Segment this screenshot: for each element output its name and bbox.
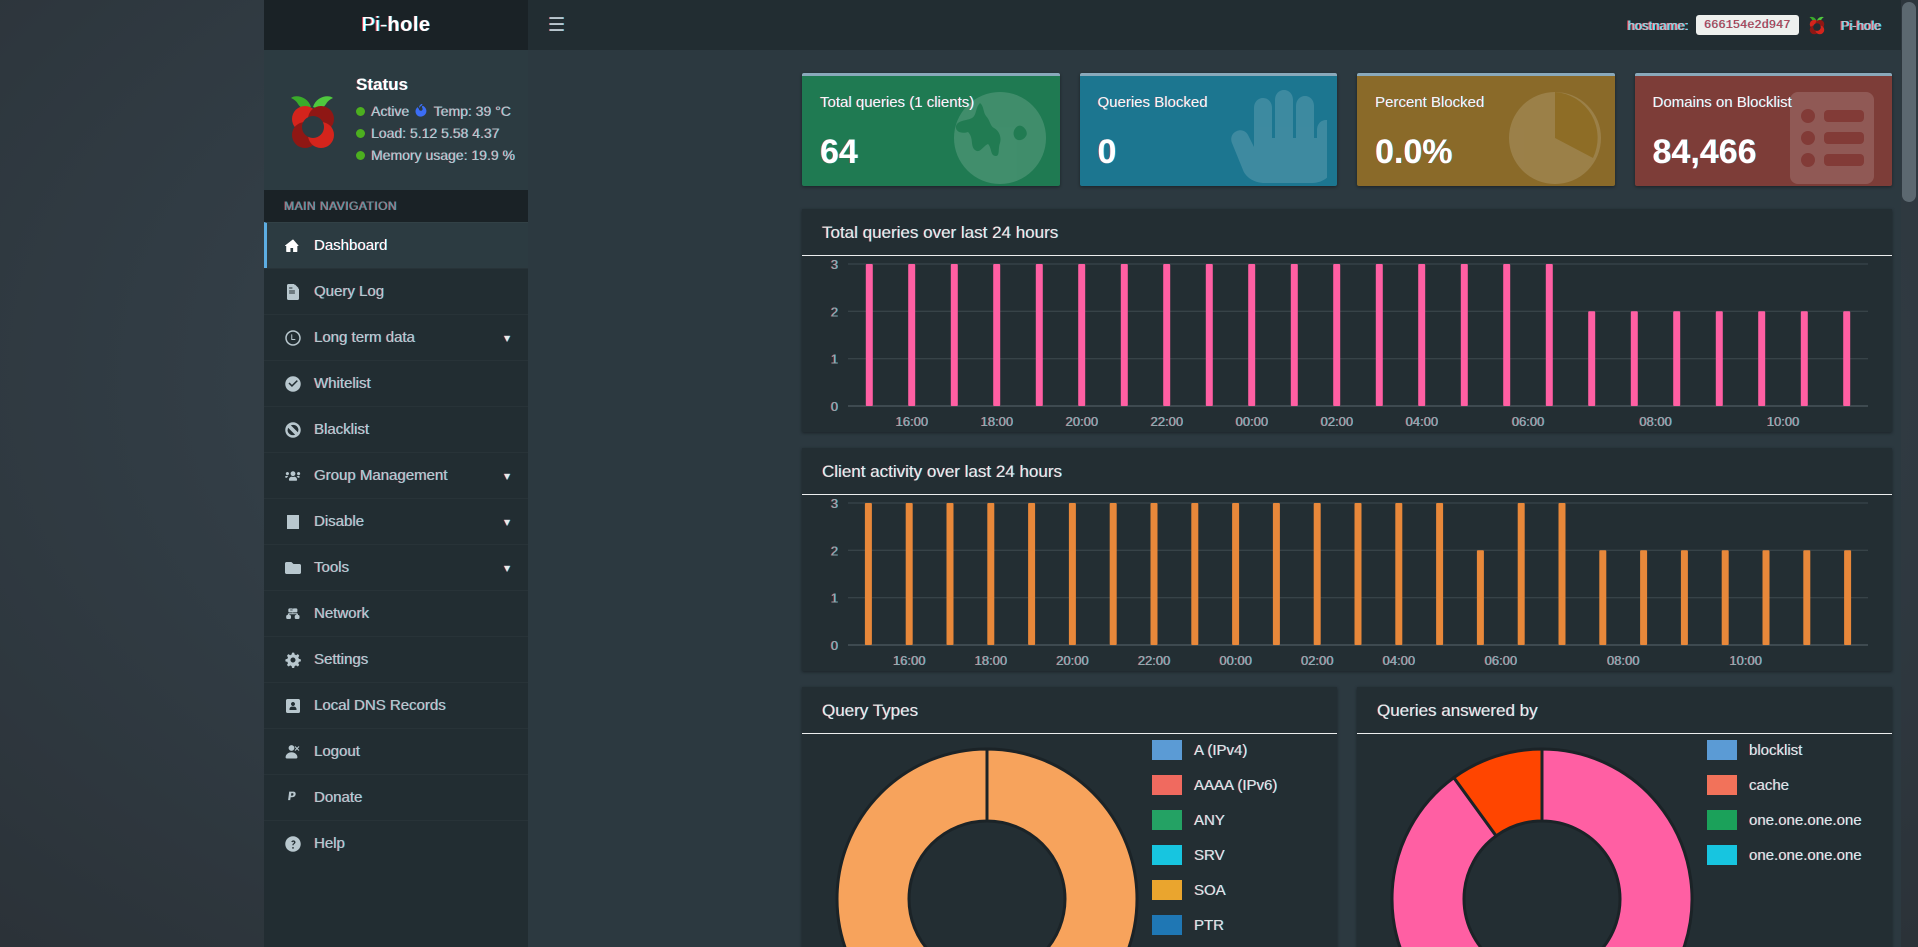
svg-text:08:00: 08:00	[1607, 653, 1640, 668]
svg-text:02:00: 02:00	[1321, 414, 1354, 429]
svg-text:2: 2	[831, 543, 838, 558]
svg-text:16:00: 16:00	[896, 414, 929, 429]
svg-text:1: 1	[831, 591, 838, 606]
svg-text:0: 0	[831, 399, 838, 414]
svg-text:04:00: 04:00	[1406, 414, 1439, 429]
svg-text:02:00: 02:00	[1301, 653, 1334, 668]
svg-text:22:00: 22:00	[1138, 653, 1171, 668]
svg-text:1: 1	[831, 352, 838, 367]
svg-text:10:00: 10:00	[1729, 653, 1762, 668]
svg-text:10:00: 10:00	[1767, 414, 1800, 429]
svg-text:3: 3	[831, 257, 838, 272]
svg-text:00:00: 00:00	[1219, 653, 1252, 668]
svg-text:06:00: 06:00	[1485, 653, 1518, 668]
svg-text:3: 3	[831, 496, 838, 511]
svg-text:18:00: 18:00	[981, 414, 1014, 429]
svg-text:2: 2	[831, 304, 838, 319]
svg-text:22:00: 22:00	[1151, 414, 1184, 429]
svg-text:20:00: 20:00	[1056, 653, 1089, 668]
svg-text:18:00: 18:00	[975, 653, 1008, 668]
svg-text:08:00: 08:00	[1639, 414, 1672, 429]
svg-text:0: 0	[831, 638, 838, 653]
svg-text:16:00: 16:00	[893, 653, 926, 668]
svg-text:20:00: 20:00	[1066, 414, 1099, 429]
svg-text:00:00: 00:00	[1236, 414, 1269, 429]
svg-text:06:00: 06:00	[1512, 414, 1545, 429]
svg-text:04:00: 04:00	[1383, 653, 1416, 668]
